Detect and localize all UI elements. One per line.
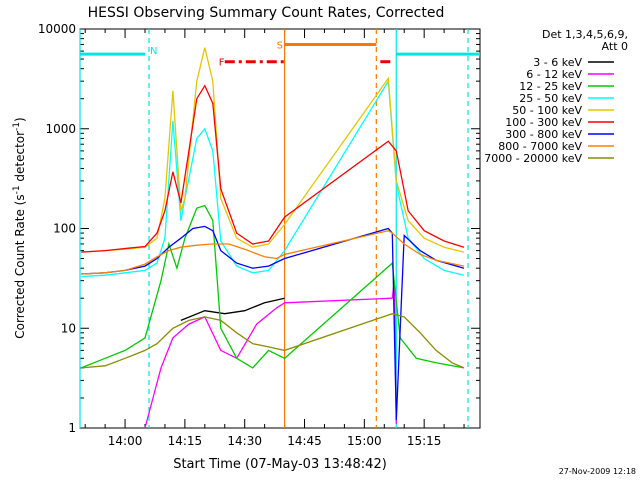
y-tick-label: 1 xyxy=(68,421,76,435)
flag-label: N xyxy=(150,46,157,57)
y-tick-label: 1000 xyxy=(45,122,76,136)
legend-label: 12 - 25 keV xyxy=(519,80,582,93)
flag-bars: N F S xyxy=(80,40,480,69)
axes: 1 10 100 1000 10000 14:00 14:15 14:30 14:45 15:00… xyxy=(38,22,480,448)
legend-label: 100 - 300 keV xyxy=(505,116,582,129)
series-line xyxy=(80,204,465,369)
y-tick-label: 100 xyxy=(53,222,76,236)
series-line xyxy=(81,225,465,421)
series-line xyxy=(81,84,465,253)
x-tick-label: 14:45 xyxy=(287,434,322,448)
y-label-part1: Corrected Count Rate (s xyxy=(13,194,27,338)
x-tick-label: 14:00 xyxy=(108,434,143,448)
generation-timestamp: 27-Nov-2009 12:18 xyxy=(559,467,636,476)
y-label-sup2: -1 xyxy=(12,122,22,131)
x-axis-label: Start Time (07-May-03 13:48:42) xyxy=(173,457,387,472)
y-tick-label: 10 xyxy=(61,321,76,335)
series-line xyxy=(81,47,465,253)
legend-label: 3 - 6 keV xyxy=(533,56,582,69)
y-axis-label: Corrected Count Rate (s-1 detector-1) xyxy=(12,117,27,338)
chart-title: HESSI Observing Summary Count Rates, Cor… xyxy=(88,5,445,21)
x-tick-label: 14:30 xyxy=(227,434,262,448)
vertical-markers xyxy=(79,29,469,428)
legend-label: 300 - 800 keV xyxy=(505,128,582,141)
x-tick-label: 14:15 xyxy=(168,434,203,448)
legend-label: 7000 - 20000 keV xyxy=(484,152,582,165)
series-line xyxy=(144,280,397,429)
y-tick-label: 10000 xyxy=(38,22,76,36)
y-label-part2: detector xyxy=(13,131,27,186)
series-line xyxy=(81,230,465,275)
series-line xyxy=(180,297,285,322)
x-tick-label: 15:00 xyxy=(347,434,382,448)
legend-label: 800 - 7000 keV xyxy=(498,140,582,153)
legend-header-2: Att 0 xyxy=(602,40,628,53)
y-label-part3: ) xyxy=(13,117,27,122)
legend-label: 50 - 100 keV xyxy=(512,104,582,117)
legend-label: 6 - 12 keV xyxy=(526,68,582,81)
series-lines xyxy=(80,47,465,429)
flag-label: F xyxy=(219,58,225,69)
flag-label: S xyxy=(277,40,283,51)
y-label-sup1: -1 xyxy=(12,185,22,194)
series-line xyxy=(81,79,465,278)
legend-header-1: Det 1,3,4,5,6,9, xyxy=(542,28,628,41)
legend-label: 25 - 50 keV xyxy=(519,92,582,105)
plot-frame xyxy=(79,28,481,429)
series-line xyxy=(81,313,465,369)
x-tick-label: 15:15 xyxy=(407,434,442,448)
